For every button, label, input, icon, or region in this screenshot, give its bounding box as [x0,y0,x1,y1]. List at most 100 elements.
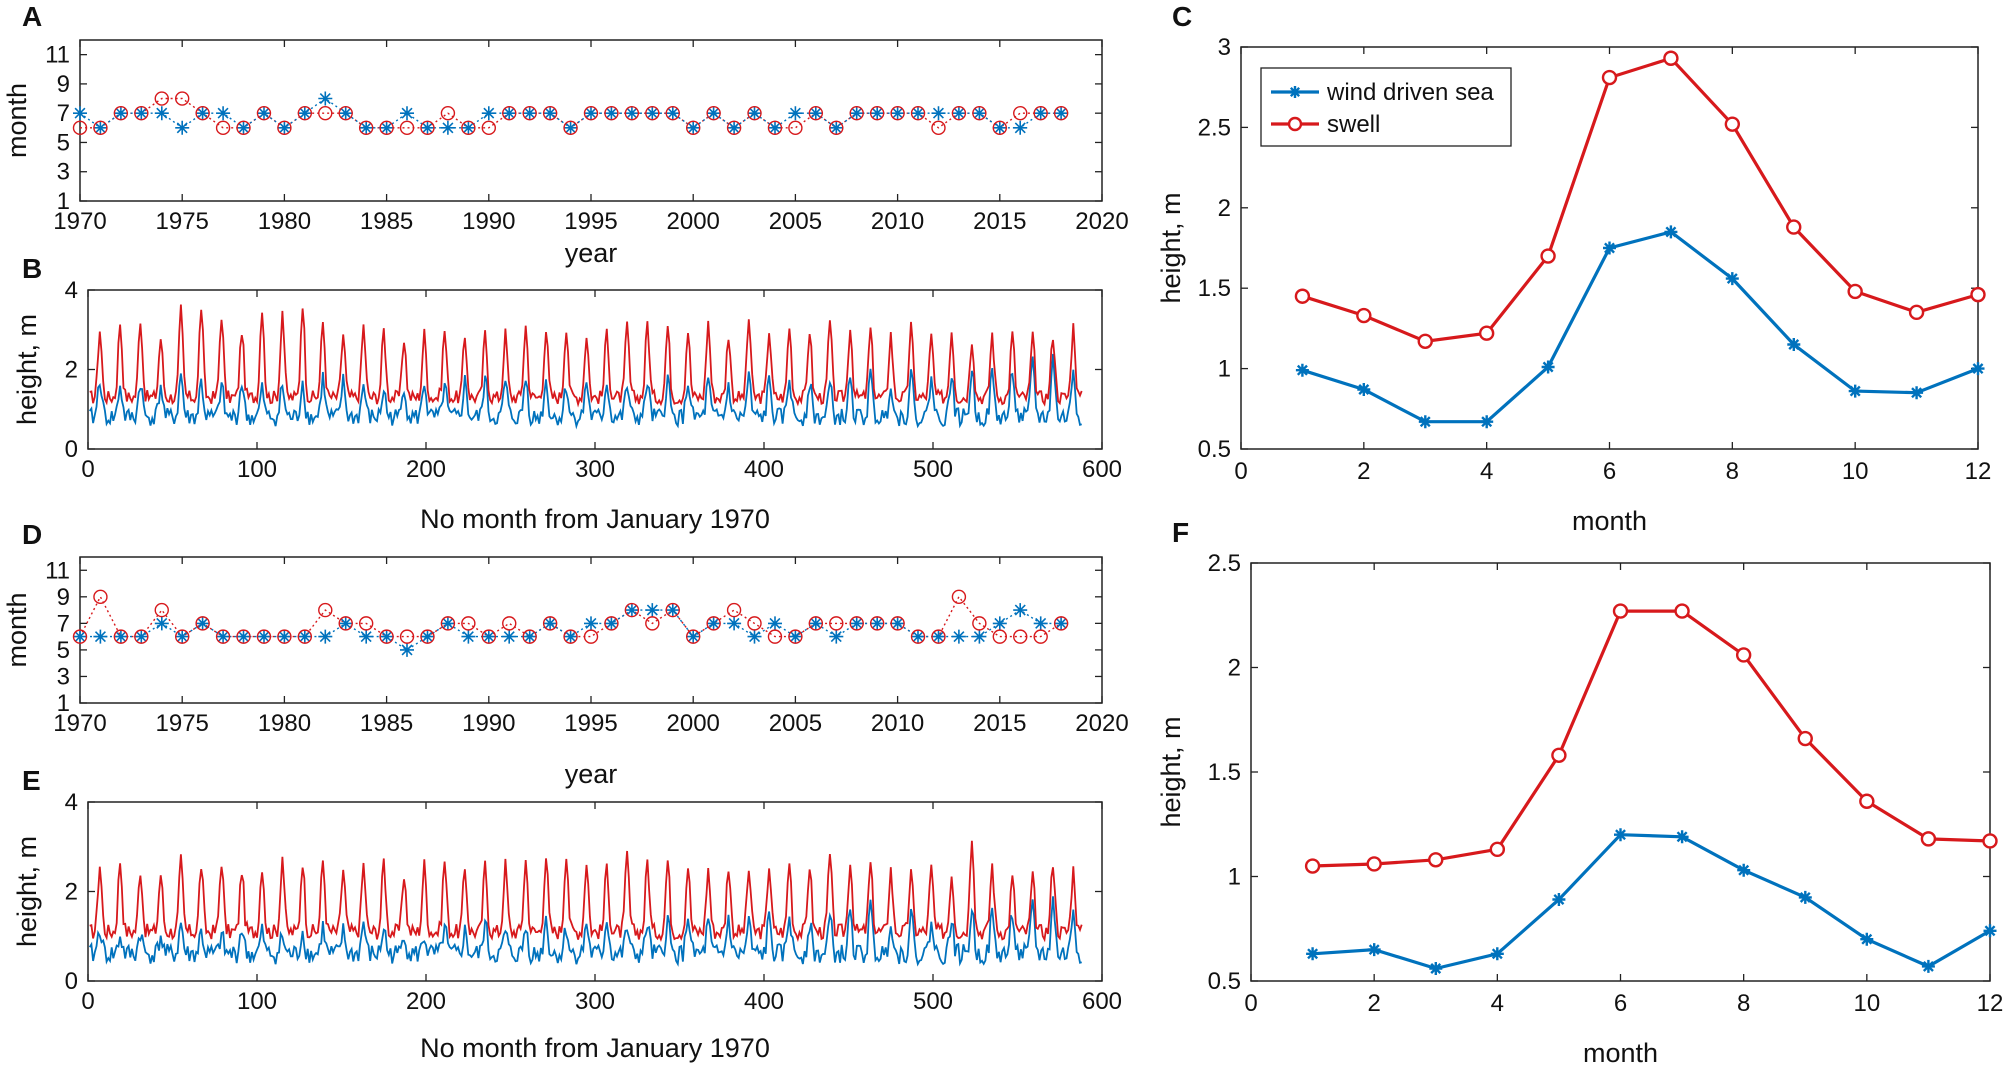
data-point-wind [175,629,190,644]
data-point-swell [747,616,762,631]
data-point-swell [134,105,149,121]
x-tick-label: 4 [1480,458,1493,485]
data-point-wind [1357,383,1371,396]
x-axis-label: No month from January 1970 [420,504,770,534]
x-tick-label: 4 [1491,990,1504,1017]
data-point-wind [584,616,598,631]
data-point-swell [195,105,210,121]
data-point-swell [420,120,435,136]
y-tick-label: 11 [45,42,70,69]
data-point-swell [624,105,640,121]
data-point-wind [1480,415,1494,429]
data-point-wind [972,106,987,121]
data-point-swell [563,120,578,136]
data-point-swell [1612,603,1629,619]
y-tick-label: 2.5 [1208,550,1241,577]
data-point-wind [951,629,966,644]
data-point-wind [665,603,680,618]
y-tick-label: 5 [57,637,70,664]
data-point-wind [216,106,231,121]
series-line-swell [89,304,1083,408]
panel-label-f: F [1172,517,1189,548]
data-point-wind [297,106,312,121]
data-point-swell [358,120,374,136]
data-point-wind [1848,384,1862,398]
data-point-swell [215,629,231,644]
y-tick-label: 1.5 [1198,275,1231,302]
data-point-wind [808,616,823,631]
data-point-swell [297,629,313,644]
data-point-swell [215,120,231,136]
data-point-wind [992,616,1007,631]
x-tick-label: 100 [237,456,277,483]
data-point-swell [665,105,680,121]
y-tick-label: 1.5 [1208,759,1241,786]
data-point-swell [1478,325,1495,341]
data-point-swell [1489,841,1506,858]
x-tick-label: 6 [1603,458,1616,485]
data-point-wind [951,106,966,121]
data-point-swell [808,105,824,121]
data-point-swell [890,105,905,121]
data-point-swell [461,616,476,631]
data-point-wind [379,120,394,135]
series-line-swell [1301,56,1979,343]
data-point-swell [1013,629,1028,644]
x-tick-label: 600 [1082,988,1122,1015]
data-point-swell [604,105,619,121]
data-point-swell [1294,288,1311,304]
data-point-swell [1735,647,1752,663]
data-point-swell [542,616,558,631]
data-point-swell [583,629,599,644]
x-tick-label: 2015 [973,710,1026,737]
data-point-swell [869,616,885,631]
y-tick-label: 7 [57,610,70,637]
data-point-wind [420,120,435,135]
data-point-swell [910,105,926,121]
x-tick-label: 600 [1082,456,1122,483]
data-point-swell [522,105,537,121]
x-tick-label: 300 [575,988,615,1015]
data-point-swell [1033,629,1048,644]
data-point-wind [73,629,87,644]
data-point-swell [1053,616,1069,631]
y-tick-label: 9 [57,584,70,611]
data-point-wind [134,106,149,121]
data-point-swell [72,120,88,136]
data-point-swell [767,629,783,644]
data-point-wind [1033,616,1048,631]
data-point-swell [1982,833,1998,849]
data-point-swell [1033,105,1048,121]
data-point-wind [706,106,721,121]
data-point-swell [686,629,701,644]
data-point-wind [379,629,394,644]
data-point-wind [870,106,885,121]
x-tick-label: 100 [237,988,277,1015]
x-tick-label: 10 [1842,458,1869,485]
y-tick-label: 2 [65,879,78,906]
x-tick-label: 1985 [360,710,413,737]
data-point-swell [931,629,946,644]
data-point-wind [1860,932,1874,946]
data-point-wind [297,629,312,644]
data-point-wind [808,106,823,121]
data-point-wind [543,106,558,121]
x-tick-label: 1970 [53,710,106,737]
x-tick-label: 2010 [871,208,924,235]
data-point-wind [1013,603,1028,618]
x-tick-label: 8 [1726,458,1739,485]
x-tick-label: 1975 [156,208,209,235]
data-point-wind [890,616,905,631]
series-line-swell [89,840,1083,943]
data-point-wind [113,106,128,121]
data-point-wind [1013,120,1028,135]
axes-box [79,39,1103,202]
data-point-wind [931,106,946,121]
data-point-swell [481,120,496,136]
data-point-swell [972,105,987,121]
x-tick-label: 2020 [1075,208,1128,235]
data-point-swell [93,589,108,605]
series-line-wind-driven-sea [88,896,1082,967]
